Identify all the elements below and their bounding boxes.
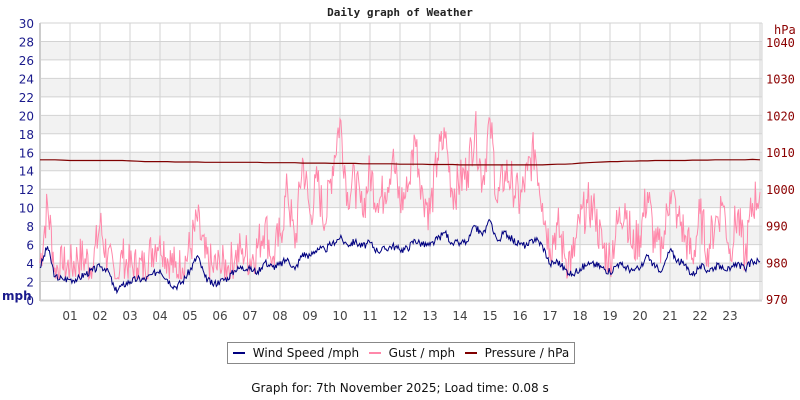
left-tick-label: 18 — [19, 128, 34, 142]
right-tick-label: 970 — [766, 293, 788, 307]
left-tick-label: 26 — [19, 54, 34, 68]
legend-label-gust: Gust / mph — [388, 346, 456, 360]
right-tick-label: 1020 — [766, 109, 795, 123]
pressure-series — [40, 158, 761, 166]
left-tick-label: 10 — [19, 202, 34, 216]
chart-grid — [40, 22, 763, 301]
x-tick-label: 06 — [212, 309, 227, 323]
left-axis-label: mph — [2, 289, 32, 303]
x-tick-label: 10 — [332, 309, 347, 323]
x-tick-label: 23 — [722, 309, 737, 323]
band — [40, 115, 762, 134]
left-tick-label: 2 — [26, 276, 34, 290]
band — [40, 41, 762, 60]
right-axis-ticks: 970 980 990 1000 1010 1020 1030 1040 — [766, 36, 795, 307]
x-tick-label: 08 — [272, 309, 287, 323]
right-tick-label: 990 — [766, 220, 788, 234]
pressure-swatch-icon — [464, 352, 477, 354]
gust-series — [39, 111, 761, 281]
left-tick-label: 12 — [19, 183, 34, 197]
left-tick-label: 28 — [19, 35, 34, 49]
right-axis-label: hPa — [774, 23, 796, 37]
x-tick-label: 04 — [152, 309, 167, 323]
right-tick-label: 980 — [766, 256, 788, 270]
x-tick-label: 22 — [692, 309, 707, 323]
x-tick-label: 11 — [362, 309, 377, 323]
left-tick-label: 6 — [26, 239, 34, 253]
x-tick-label: 16 — [512, 309, 527, 323]
left-tick-label: 8 — [26, 220, 34, 234]
x-tick-label: 03 — [122, 309, 137, 323]
x-tick-label: 15 — [482, 309, 497, 323]
band — [40, 78, 762, 97]
left-tick-label: 0 — [26, 294, 34, 308]
left-tick-label: 16 — [19, 146, 34, 160]
x-tick-label: 21 — [662, 309, 677, 323]
left-tick-label: 14 — [19, 165, 34, 179]
wind-speed-series — [39, 218, 761, 295]
left-tick-label: 20 — [19, 109, 34, 123]
x-tick-label: 02 — [92, 309, 107, 323]
legend-item-wind: Wind Speed /mph — [232, 346, 360, 360]
x-tick-label: 18 — [572, 309, 587, 323]
x-tick-label: 01 — [62, 309, 77, 323]
left-tick-label: 22 — [19, 91, 34, 105]
wind-swatch-icon — [232, 352, 245, 354]
x-tick-label: 09 — [302, 309, 317, 323]
x-tick-label: 17 — [542, 309, 557, 323]
x-tick-label: 13 — [422, 309, 437, 323]
legend-item-gust: Gust / mph — [368, 346, 456, 360]
x-tick-label: 20 — [632, 309, 647, 323]
x-tick-label: 12 — [392, 309, 407, 323]
legend-label-wind: Wind Speed /mph — [252, 346, 360, 360]
x-tick-label: 05 — [182, 309, 197, 323]
right-tick-label: 1000 — [766, 183, 795, 197]
left-tick-label: 4 — [26, 257, 34, 271]
x-tick-label: 19 — [602, 309, 617, 323]
left-tick-label: 30 — [19, 17, 34, 31]
right-tick-label: 1010 — [766, 146, 795, 160]
footer-status: Graph for: 7th November 2025; Load time:… — [251, 381, 549, 395]
x-tick-label: 07 — [242, 309, 257, 323]
legend-label-pressure: Pressure / hPa — [484, 346, 570, 360]
x-tick-label: 14 — [452, 309, 467, 323]
right-tick-label: 1030 — [766, 73, 795, 87]
legend: Wind Speed /mph Gust / mph Pressure / hP… — [227, 342, 575, 364]
left-tick-label: 24 — [19, 72, 34, 86]
gust-swatch-icon — [368, 352, 381, 354]
chart-title: Daily graph of Weather — [327, 6, 473, 19]
legend-item-pressure: Pressure / hPa — [464, 346, 570, 360]
x-axis-ticks: 01 02 03 04 05 06 07 08 09 10 11 12 13 14 15 16 17 18 19 20… — [62, 309, 737, 323]
right-tick-label: 1040 — [766, 36, 795, 50]
